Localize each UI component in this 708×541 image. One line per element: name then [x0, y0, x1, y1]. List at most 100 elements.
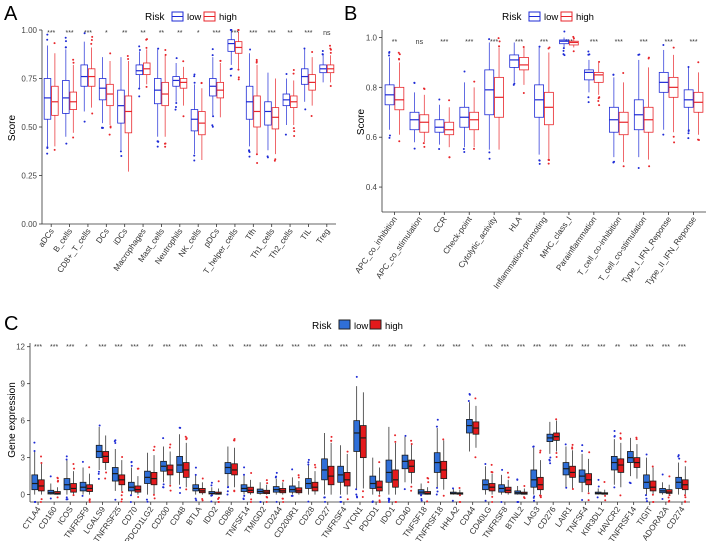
box-low-outlier — [438, 147, 441, 150]
box-low-outlier — [613, 435, 616, 438]
box-high-outlier — [697, 61, 700, 64]
box-high-outlier — [474, 397, 477, 400]
box-low-outlier — [211, 54, 214, 57]
box-low-outlier — [291, 468, 294, 471]
box-low-outlier — [436, 490, 439, 493]
box-low-outlier — [46, 38, 49, 41]
box-low-outlier — [243, 494, 246, 497]
x-tick-label: CD48 — [168, 505, 188, 528]
box-low-outlier — [438, 98, 441, 101]
box-low-outlier — [242, 498, 245, 501]
legend-label-low: low — [544, 12, 558, 23]
x-tick-label: T_helper_cells — [202, 227, 240, 276]
box-low-outlier — [226, 490, 229, 493]
box-low-outlier — [420, 493, 423, 496]
box-high-outlier — [255, 153, 258, 156]
box-high-outlier — [90, 42, 93, 45]
box-low-outlier — [687, 132, 690, 135]
box-high-iqr — [537, 476, 544, 491]
significance-label: *** — [268, 30, 276, 37]
box-high-outlier — [473, 80, 476, 83]
box-low-iqr — [321, 458, 328, 481]
box-high-outlier — [121, 456, 124, 459]
ylabel-a: Score — [7, 115, 18, 142]
box-low-outlier — [114, 498, 117, 501]
significance-label: *** — [308, 344, 316, 351]
box-low-outlier — [162, 486, 165, 489]
box-low-outlier — [645, 497, 648, 500]
significance-label: *** — [533, 344, 541, 351]
box-high-iqr — [106, 83, 114, 107]
y-tick-label: 0.25 — [21, 172, 37, 181]
box-low-iqr — [227, 39, 235, 52]
box-high-outlier — [442, 438, 445, 441]
significance-label: *** — [615, 39, 623, 46]
box-high-outlier — [588, 451, 591, 454]
significance-label: *** — [292, 344, 300, 351]
box-low-outlier — [97, 470, 100, 473]
box-high-outlier — [168, 446, 171, 449]
box-high-outlier — [329, 84, 332, 87]
box-low-outlier — [548, 458, 551, 461]
significance-label: * — [471, 344, 474, 351]
box-high-outlier — [394, 440, 397, 443]
box-high-iqr — [593, 71, 604, 83]
significance-label: * — [197, 30, 200, 37]
box-high-outlier — [184, 435, 187, 438]
box-high-outlier — [474, 456, 477, 459]
box-high-outlier — [378, 494, 381, 497]
box-high-outlier — [361, 495, 364, 498]
box-low-outlier — [129, 494, 132, 497]
box-low-outlier — [565, 486, 568, 489]
box-high-iqr — [271, 107, 280, 130]
box-high-outlier — [668, 499, 671, 502]
box-high-iqr — [69, 91, 77, 110]
legend-b: Risk low high — [502, 11, 594, 23]
box-high-outlier — [394, 434, 397, 437]
box-high-outlier — [572, 50, 575, 53]
box-high-outlier — [152, 493, 155, 496]
box-high-outlier — [555, 451, 558, 454]
plot-panel-c: 036912CTLA4***CD160***ICOS***TNFRSF9*LGA… — [16, 343, 690, 541]
box-high-outlier — [410, 442, 413, 445]
box-high-outlier — [105, 471, 108, 474]
significance-label: *** — [501, 344, 509, 351]
significance-label: *** — [404, 344, 412, 351]
box-high-outlier — [397, 51, 400, 54]
significance-label: *** — [50, 344, 58, 351]
box-low-iqr — [31, 474, 39, 491]
box-high-outlier — [282, 479, 285, 482]
box-low-outlier — [248, 149, 251, 152]
box-high-iqr — [544, 91, 554, 126]
box-high-iqr — [134, 485, 142, 493]
box-low-iqr — [484, 69, 495, 116]
y-tick-label: 0.75 — [21, 75, 37, 84]
legend-label-low: low — [187, 12, 201, 23]
box-high-outlier — [587, 492, 590, 495]
significance-label: *** — [131, 344, 139, 351]
box-low-outlier — [98, 424, 101, 427]
box-high-outlier — [292, 68, 295, 71]
box-low-iqr — [369, 475, 377, 489]
box-low-outlier — [178, 426, 181, 429]
box-high-outlier — [169, 443, 172, 446]
plot-panel-b: 0.4 0.6 0.8 1.0 APC_co_inhibition ** APC_co_st… — [353, 30, 706, 291]
x-tick-label: iDCs — [112, 227, 130, 247]
box-low-outlier — [65, 142, 68, 145]
box-high-outlier — [603, 480, 606, 483]
legend-a: Risk low high — [145, 11, 237, 23]
box-low-iqr — [117, 89, 125, 124]
box-low-outlier — [304, 108, 307, 111]
box-low-outlier — [587, 96, 590, 99]
box-high-outlier — [684, 501, 687, 503]
box-low-outlier — [119, 150, 122, 153]
x-tick-label: DCs — [94, 227, 111, 245]
box-low-outlier — [210, 500, 213, 503]
box-high-outlier — [72, 494, 75, 497]
box-high-iqr — [102, 451, 110, 463]
box-low-outlier — [212, 115, 215, 118]
box-low-outlier — [274, 476, 277, 479]
box-low-outlier — [435, 425, 438, 428]
box-low-outlier — [661, 473, 664, 476]
box-high-outlier — [281, 497, 284, 500]
